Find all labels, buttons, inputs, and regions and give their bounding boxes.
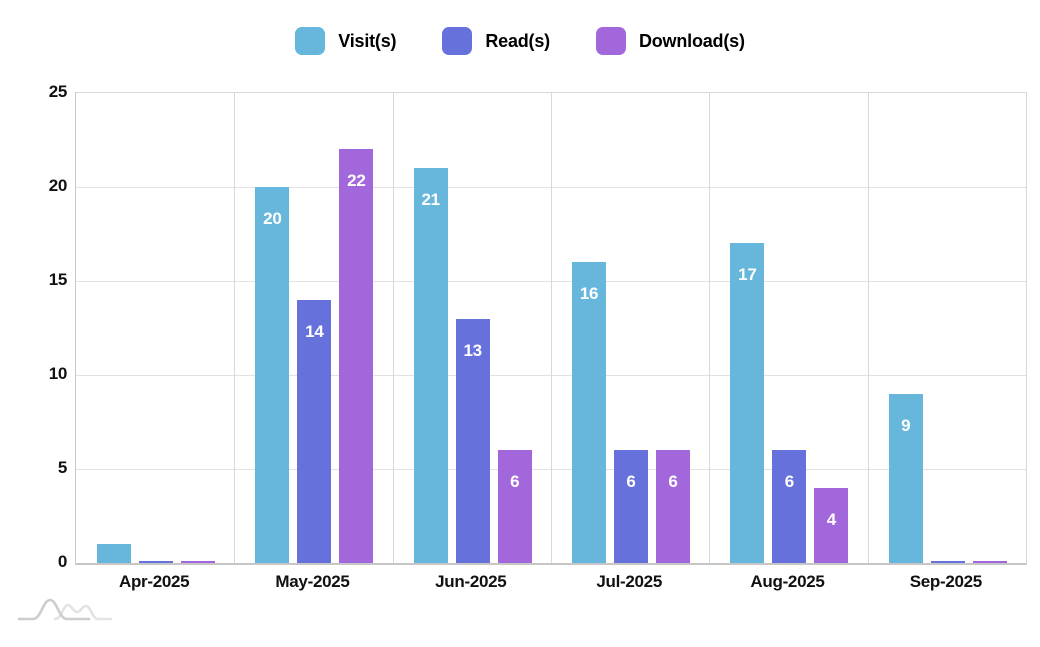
legend-label-reads: Read(s) (485, 30, 550, 51)
x-axis-label: Jul-2025 (596, 572, 662, 591)
plot-area: 20 14 22 21 13 6 16 6 6 17 6 4 9 (75, 92, 1027, 565)
legend: Visit(s) Read(s) Download(s) (0, 27, 1040, 55)
x-axis-label: Aug-2025 (750, 572, 825, 591)
bar-value-label: 6 (668, 472, 678, 492)
bar-reads-aug-2025[interactable]: 6 (772, 450, 807, 563)
bar-downloads-jun-2025[interactable]: 6 (497, 450, 532, 563)
bar-reads-jun-2025[interactable]: 13 (455, 318, 490, 563)
bar-reads-sep-2025[interactable] (930, 561, 965, 563)
legend-label-downloads: Download(s) (638, 30, 745, 51)
y-tick-label: 15 (48, 270, 68, 289)
bar-value-label: 22 (347, 171, 366, 191)
bar-value-label: 21 (421, 190, 441, 210)
bar-value-label: 14 (305, 321, 324, 341)
y-tick-label: 5 (57, 458, 67, 477)
bar-value-label: 6 (510, 472, 520, 492)
bar-value-label: 17 (738, 265, 757, 285)
bar-visits-aug-2025[interactable]: 17 (730, 243, 765, 563)
x-axis-label: May-2025 (275, 572, 350, 591)
bar-value-label: 13 (463, 340, 483, 360)
bar-downloads-aug-2025[interactable]: 4 (814, 487, 849, 563)
legend-swatch-reads (442, 27, 473, 55)
legend-item-downloads[interactable]: Download(s) (595, 27, 745, 55)
legend-swatch-visits (295, 27, 326, 55)
y-tick-label: 20 (48, 176, 68, 195)
bar-downloads-sep-2025[interactable] (972, 561, 1007, 563)
bar-downloads-jul-2025[interactable]: 6 (656, 450, 690, 563)
gridline (867, 93, 869, 563)
bar-visits-jun-2025[interactable]: 21 (413, 168, 448, 563)
legend-label-visits: Visit(s) (338, 30, 397, 51)
bar-value-label: 4 (826, 509, 836, 529)
bar-value-label: 20 (263, 209, 282, 228)
bar-visits-jul-2025[interactable]: 16 (572, 262, 606, 563)
legend-item-reads[interactable]: Read(s) (442, 27, 550, 55)
bar-downloads-apr-2025[interactable] (181, 561, 215, 563)
x-axis-label: Sep-2025 (909, 572, 983, 591)
bar-downloads-may-2025[interactable]: 22 (339, 149, 374, 563)
bar-value-label: 6 (784, 472, 794, 492)
bar-reads-apr-2025[interactable] (139, 561, 173, 563)
bar-value-label: 9 (901, 415, 911, 435)
x-axis-label: Apr-2025 (118, 572, 190, 591)
y-tick-label: 10 (48, 364, 68, 383)
bar-reads-jul-2025[interactable]: 6 (614, 450, 648, 563)
y-tick-label: 0 (57, 552, 67, 571)
gridline (392, 93, 394, 563)
gridline (551, 93, 552, 563)
legend-item-visits[interactable]: Visit(s) (295, 27, 397, 55)
bar-visits-sep-2025[interactable]: 9 (888, 393, 923, 563)
bar-reads-may-2025[interactable]: 14 (297, 299, 332, 563)
gridline (234, 93, 236, 563)
y-tick-label: 25 (48, 82, 68, 101)
bar-value-label: 16 (579, 284, 599, 304)
amcharts-logo-icon[interactable] (17, 596, 113, 624)
bar-visits-may-2025[interactable]: 20 (255, 187, 290, 563)
bar-value-label: 6 (626, 472, 636, 492)
x-axis-label: Jun-2025 (435, 572, 507, 591)
gridline (709, 93, 711, 563)
legend-swatch-downloads (595, 27, 626, 55)
bar-visits-apr-2025[interactable] (97, 544, 131, 563)
